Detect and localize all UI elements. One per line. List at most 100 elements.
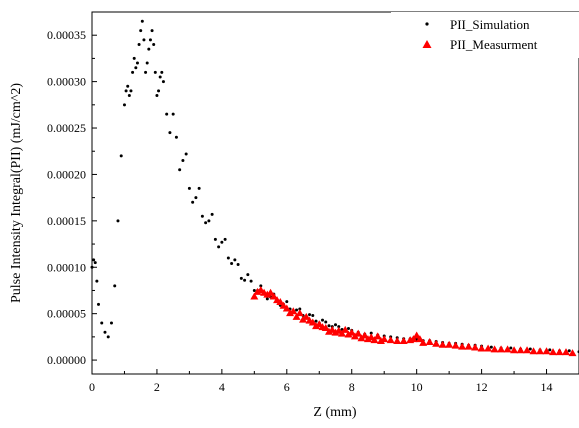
simulation-point xyxy=(346,327,350,331)
simulation-point xyxy=(308,313,312,317)
simulation-point xyxy=(153,70,157,74)
simulation-point xyxy=(134,66,138,70)
simulation-point xyxy=(113,284,117,288)
simulation-point xyxy=(249,279,253,283)
simulation-point xyxy=(187,186,191,190)
simulation-point xyxy=(207,219,211,223)
y-tick-label: 0.00000 xyxy=(47,353,86,367)
simulation-point xyxy=(178,168,182,172)
measurement-point xyxy=(510,346,519,354)
simulation-point xyxy=(324,320,328,324)
measurement-point xyxy=(325,327,334,335)
measurement-point xyxy=(331,328,340,336)
simulation-point xyxy=(106,335,110,339)
simulation-point xyxy=(93,261,97,265)
measurement-point xyxy=(484,344,493,352)
simulation-point xyxy=(96,302,100,306)
simulation-point xyxy=(147,47,151,51)
simulation-point xyxy=(295,308,299,312)
measurement-point xyxy=(344,330,353,338)
measurement-point xyxy=(549,348,558,356)
measurement-point xyxy=(419,338,428,346)
measurement-point xyxy=(312,322,321,330)
simulation-point xyxy=(184,152,188,156)
measurement-point xyxy=(529,347,538,355)
simulation-point xyxy=(252,288,256,292)
simulation-point xyxy=(548,348,552,352)
y-tick-label: 0.00005 xyxy=(47,307,86,321)
simulation-point xyxy=(165,112,169,116)
simulation-point xyxy=(217,245,221,249)
x-axis: 0 2 4 6 8 10 12 14 xyxy=(89,369,553,394)
simulation-point xyxy=(137,42,141,46)
y-tick-label: 0.00030 xyxy=(47,75,86,89)
simulation-point xyxy=(528,347,532,351)
simulation-point xyxy=(129,89,133,93)
legend-marker-simulation xyxy=(425,22,429,26)
simulation-point xyxy=(223,237,227,241)
simulation-point xyxy=(155,94,159,98)
simulation-point xyxy=(213,237,217,241)
simulation-point xyxy=(220,240,224,244)
measurement-point xyxy=(555,348,564,356)
simulation-point xyxy=(148,38,152,42)
measurement-point xyxy=(399,337,408,345)
measurement-point xyxy=(253,287,262,295)
legend-label-measurement: PII_Measurment xyxy=(450,37,538,52)
measurement-point xyxy=(415,335,424,343)
series-layer xyxy=(90,19,579,357)
legend-label-simulation: PII_Simulation xyxy=(450,17,530,32)
measurement-point xyxy=(308,318,317,326)
simulation-point xyxy=(509,346,513,350)
simulation-point xyxy=(226,256,230,260)
measurement-point xyxy=(536,347,545,355)
simulation-point xyxy=(285,300,289,304)
y-tick-label: 0.00025 xyxy=(47,121,86,135)
measurement-point xyxy=(386,336,395,344)
simulation-point xyxy=(142,38,146,42)
x-tick-label: 2 xyxy=(154,380,160,394)
simulation-point xyxy=(489,345,493,349)
measurement-point xyxy=(497,345,506,353)
simulation-point xyxy=(194,196,198,200)
x-tick-label: 8 xyxy=(349,380,355,394)
simulation-point xyxy=(337,325,341,329)
simulation-point xyxy=(265,297,269,301)
measurement-point xyxy=(380,335,389,343)
simulation-point xyxy=(327,324,331,328)
measurement-point xyxy=(445,340,454,348)
measurement-point xyxy=(263,290,272,298)
measurement-point xyxy=(471,343,480,351)
measurement-point xyxy=(354,329,363,337)
measurement-point xyxy=(490,345,499,353)
measurement-point xyxy=(568,349,577,357)
simulation-point xyxy=(230,262,234,266)
simulation-point xyxy=(131,70,135,74)
measurement-point xyxy=(373,332,382,340)
simulation-point xyxy=(340,327,344,331)
legend-marker-measurement xyxy=(422,40,432,48)
simulation-point xyxy=(321,318,325,322)
series-measurement xyxy=(250,285,577,357)
measurement-point xyxy=(464,342,473,350)
simulation-point xyxy=(161,80,165,84)
x-tick-label: 10 xyxy=(411,380,423,394)
simulation-point xyxy=(567,349,571,353)
x-tick-label: 12 xyxy=(476,380,488,394)
measurement-point xyxy=(321,324,330,332)
simulation-point xyxy=(92,258,96,262)
simulation-point xyxy=(139,29,143,33)
simulation-point xyxy=(126,84,130,88)
measurement-point xyxy=(295,309,304,317)
measurement-point xyxy=(302,312,311,320)
measurement-point xyxy=(458,342,467,350)
simulation-point xyxy=(233,258,237,262)
simulation-point xyxy=(168,131,172,135)
simulation-point xyxy=(116,219,120,223)
simulation-point xyxy=(210,212,214,216)
measurement-point xyxy=(363,335,372,343)
simulation-point xyxy=(181,159,185,163)
y-tick-label: 0.00035 xyxy=(47,28,86,42)
measurement-point xyxy=(376,337,385,345)
